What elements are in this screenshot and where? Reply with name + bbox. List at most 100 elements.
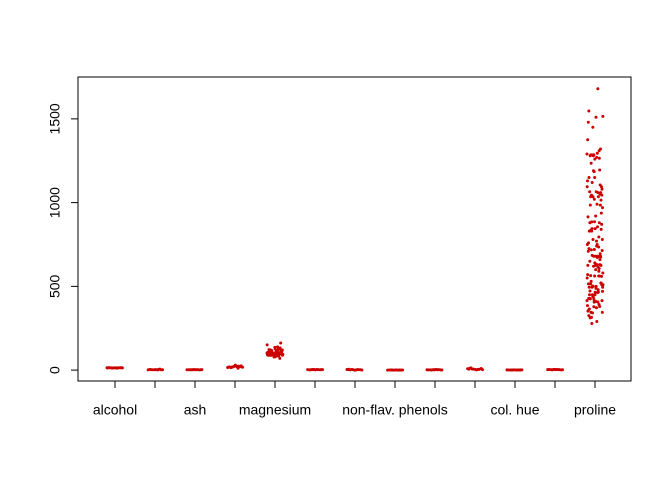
point [586, 263, 590, 267]
point [599, 191, 603, 195]
point [231, 365, 235, 369]
point [599, 227, 603, 231]
point [593, 274, 597, 278]
point [588, 297, 592, 301]
x-tick-label: ash [184, 402, 207, 418]
point [596, 191, 600, 195]
point [595, 151, 599, 155]
point [592, 305, 596, 309]
point [191, 368, 195, 372]
point [269, 353, 273, 357]
point [586, 273, 590, 277]
point [276, 345, 279, 349]
point [590, 181, 594, 185]
point [596, 225, 599, 229]
point [275, 352, 279, 356]
point [519, 368, 522, 372]
point [593, 220, 596, 224]
point [588, 316, 592, 320]
point [594, 268, 598, 272]
point [559, 368, 563, 372]
point [586, 304, 589, 308]
point [601, 289, 604, 293]
point [593, 261, 597, 265]
point [591, 195, 595, 199]
point [267, 353, 270, 357]
point [593, 227, 597, 231]
point [588, 289, 592, 293]
point [600, 310, 604, 314]
point [268, 351, 271, 355]
point [594, 284, 598, 288]
point [597, 149, 601, 153]
point [278, 346, 282, 350]
point [588, 293, 591, 297]
point [595, 202, 599, 206]
point [353, 368, 357, 372]
point [587, 282, 590, 286]
point [597, 156, 601, 160]
point [595, 263, 599, 267]
point [592, 197, 596, 201]
point [596, 195, 600, 199]
point [279, 341, 283, 345]
point [586, 249, 590, 253]
point [120, 366, 124, 370]
point [505, 368, 509, 372]
point [593, 175, 597, 179]
point [549, 368, 553, 372]
point [585, 152, 589, 156]
point [589, 228, 593, 232]
point [585, 276, 589, 280]
point [585, 185, 589, 189]
point [106, 366, 109, 370]
point [585, 242, 589, 246]
point [318, 368, 322, 372]
point [197, 368, 201, 372]
point [600, 283, 604, 287]
point [546, 368, 550, 372]
point [591, 295, 595, 299]
point [312, 368, 316, 372]
point [601, 114, 605, 118]
point [586, 215, 590, 219]
point [600, 274, 603, 278]
point [152, 368, 156, 372]
point [587, 247, 591, 251]
point [595, 320, 599, 324]
y-tick-label: 0 [47, 366, 63, 374]
point [587, 307, 591, 311]
point [599, 263, 603, 267]
plot-box [77, 76, 632, 382]
point [599, 211, 603, 215]
point [595, 256, 599, 260]
point [597, 235, 601, 239]
point [590, 220, 594, 224]
point [592, 264, 595, 268]
point [591, 311, 594, 315]
point [598, 304, 602, 308]
point [592, 169, 595, 173]
point [601, 285, 605, 289]
point [589, 153, 593, 157]
point [597, 221, 601, 225]
point [146, 368, 150, 372]
point [591, 237, 595, 241]
y-tick-label: 1500 [47, 103, 63, 134]
point [596, 265, 600, 269]
point [115, 366, 118, 370]
point [587, 285, 591, 289]
point [273, 345, 277, 349]
point [595, 239, 598, 243]
point [398, 368, 402, 372]
point [279, 349, 283, 353]
point [594, 115, 598, 119]
point [279, 351, 283, 355]
point [596, 300, 600, 304]
point [586, 120, 590, 124]
point [553, 368, 557, 372]
point [593, 293, 597, 297]
point [514, 368, 518, 372]
point [588, 259, 592, 263]
point [601, 206, 604, 210]
